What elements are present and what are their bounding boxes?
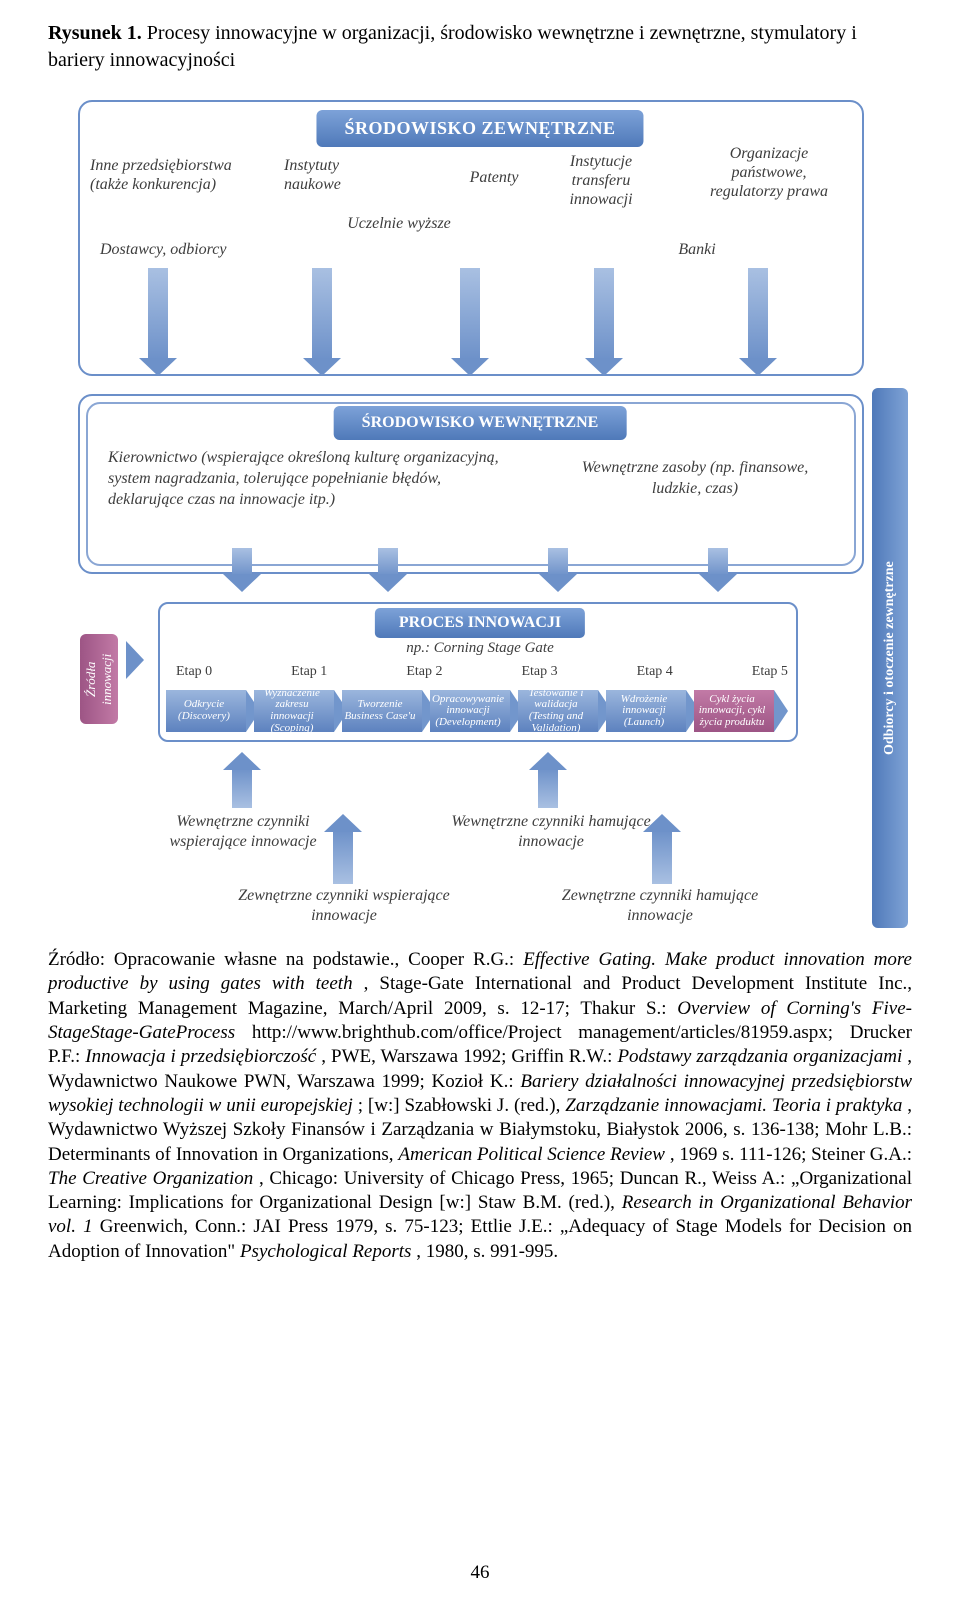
left-vpill: Źródła innowacji xyxy=(80,634,118,724)
env-item: Banki xyxy=(662,240,732,259)
arrow-down-icon xyxy=(232,548,252,576)
etap-label: Etap 4 xyxy=(637,664,673,680)
arrow-down-icon xyxy=(460,268,480,360)
caption-text: Procesy innowacyjne w organizacji, środo… xyxy=(48,22,857,71)
src: Zarządzanie innowacjami. Teoria i prakty… xyxy=(565,1095,902,1116)
src: ; [w:] Szabłowski J. (red.), xyxy=(358,1095,566,1116)
env-item: Inne przedsiębiorstwa (także konkurencja… xyxy=(90,156,250,194)
arrow-down-icon xyxy=(312,268,332,360)
figure: ŚRODOWISKO ZEWNĘTRZNE Inne przedsiębiors… xyxy=(48,92,912,928)
caption-label: Rysunek 1. xyxy=(48,22,142,44)
outer-env-title: ŚRODOWISKO ZEWNĘTRZNE xyxy=(316,110,643,147)
chevron-stage: Wdrożenie innowacji (Launch) xyxy=(606,690,686,732)
env-item: Dostawcy, odbiorcy xyxy=(100,240,270,259)
source-citation: Źródło: Opracowanie własne na podstawie.… xyxy=(48,948,912,1264)
src: Podstawy zarządzania organizacjami xyxy=(617,1046,902,1067)
chevron-stage: Opracowywanie innowacji (Development) xyxy=(430,690,510,732)
env-item: Instytucje transferu innowacji xyxy=(546,152,656,210)
arrow-up-icon xyxy=(232,768,252,808)
arrow-up-icon xyxy=(538,768,558,808)
src: , 1980, s. 991-995. xyxy=(416,1241,558,1262)
process-title: PROCES INNOWACJI xyxy=(375,608,585,638)
etap-row: Etap 0 Etap 1 Etap 2 Etap 3 Etap 4 Etap … xyxy=(176,664,788,680)
chevron-stage-final: Cykl życia innowacji, cykl życia produkt… xyxy=(694,690,774,732)
etap-label: Etap 0 xyxy=(176,664,212,680)
arrow-down-icon xyxy=(378,548,398,576)
bottom-label: Wewnętrzne czynniki wspierające innowacj… xyxy=(138,812,348,852)
inner-env-right: Wewnętrzne zasoby (np. finansowe, ludzki… xyxy=(570,458,820,500)
arrow-down-icon xyxy=(708,548,728,576)
inner-env-left: Kierownictwo (wspierające określoną kult… xyxy=(108,448,508,510)
chevron-stage: Tworzenie Business Case'u xyxy=(342,690,422,732)
src: , 1969 s. 111-126; Steiner G.A.: xyxy=(670,1144,912,1165)
arrow-right-icon xyxy=(126,652,128,670)
process-subtitle: np.: Corning Stage Gate xyxy=(406,640,554,657)
bottom-label: Zewnętrzne czynniki hamujące innowacje xyxy=(550,886,770,926)
chevron-stage: Wyznaczenie zakresu innowacji (Scoping) xyxy=(254,690,334,732)
chevron-stage: Odkrycie (Discovery) xyxy=(166,690,246,732)
src: The Creative Organization xyxy=(48,1168,253,1189)
src: Innowacja i przedsiębiorczość xyxy=(85,1046,316,1067)
inner-env-title: ŚRODOWISKO WEWNĘTRZNE xyxy=(334,406,627,440)
etap-label: Etap 1 xyxy=(291,664,327,680)
right-vpill: Odbiorcy i otoczenie zewnętrzne xyxy=(872,388,908,928)
arrow-down-icon xyxy=(594,268,614,360)
arrow-down-icon xyxy=(148,268,168,360)
figure-caption: Rysunek 1. Procesy innowacyjne w organiz… xyxy=(48,20,912,74)
src: , PWE, Warszawa 1992; Griffin R.W.: xyxy=(321,1046,617,1067)
env-item: Uczelnie wyższe xyxy=(344,214,454,233)
etap-label: Etap 5 xyxy=(752,664,788,680)
arrow-down-icon xyxy=(548,548,568,576)
env-item: Patenty xyxy=(454,168,534,187)
arrow-down-icon xyxy=(748,268,768,360)
etap-label: Etap 3 xyxy=(521,664,557,680)
page-number: 46 xyxy=(0,1562,960,1584)
chevron-stage: Testowanie i walidacja (Testing and Vali… xyxy=(518,690,598,732)
bottom-label: Wewnętrzne czynniki hamujące innowacje xyxy=(446,812,656,852)
src: Psychological Reports xyxy=(240,1241,412,1262)
env-item: Organizacje państwowe, regulatorzy prawa xyxy=(694,144,844,202)
bottom-label: Zewnętrzne czynniki wspierające innowacj… xyxy=(234,886,454,926)
etap-label: Etap 2 xyxy=(406,664,442,680)
env-item: Instytuty naukowe xyxy=(284,156,394,194)
src: American Political Science Review xyxy=(398,1144,665,1165)
src: Źródło: Opracowanie własne na podstawie.… xyxy=(48,949,523,970)
